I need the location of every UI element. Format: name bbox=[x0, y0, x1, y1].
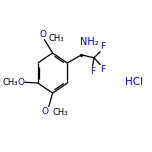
Text: F: F bbox=[100, 65, 105, 74]
Text: CH₃: CH₃ bbox=[53, 108, 68, 117]
Text: O: O bbox=[41, 107, 48, 116]
Text: CH₃: CH₃ bbox=[3, 78, 18, 87]
Text: F: F bbox=[90, 67, 95, 76]
Text: F: F bbox=[100, 42, 105, 51]
Text: CH₃: CH₃ bbox=[49, 34, 64, 43]
Text: O: O bbox=[40, 30, 47, 39]
Text: O: O bbox=[17, 78, 24, 87]
Text: NH₂: NH₂ bbox=[80, 37, 99, 47]
Text: HCl: HCl bbox=[125, 77, 143, 87]
